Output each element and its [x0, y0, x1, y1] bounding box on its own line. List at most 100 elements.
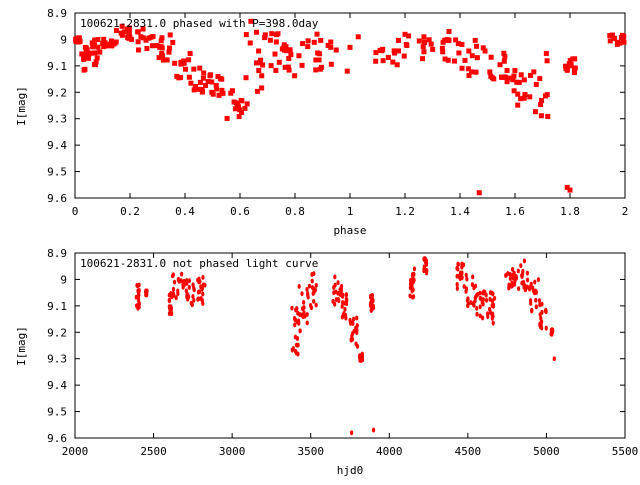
- data-point: [462, 57, 468, 63]
- data-point: [566, 61, 572, 67]
- data-point: [515, 91, 521, 97]
- data-point: [491, 76, 497, 82]
- data-point: [254, 88, 260, 94]
- data-point: [331, 299, 335, 304]
- data-point: [620, 35, 626, 41]
- data-point: [523, 287, 527, 293]
- data-point: [201, 274, 205, 280]
- data-point: [113, 39, 119, 45]
- x-tick-label: 0: [72, 205, 79, 218]
- data-point: [350, 320, 354, 326]
- data-point: [533, 279, 537, 285]
- data-point: [511, 73, 517, 79]
- y-tick-label: 9.3: [47, 353, 67, 366]
- data-point: [214, 86, 220, 92]
- data-point: [501, 58, 507, 64]
- data-point: [254, 60, 260, 66]
- data-point: [215, 74, 221, 80]
- data-point: [355, 315, 359, 321]
- data-point: [201, 282, 206, 288]
- y-tick-label: 9: [60, 33, 67, 46]
- data-point: [551, 327, 555, 333]
- data-point: [445, 57, 451, 63]
- data-point: [476, 190, 482, 196]
- data-point: [502, 54, 508, 60]
- data-point: [299, 62, 305, 68]
- data-point: [108, 38, 114, 44]
- data-point: [305, 286, 309, 292]
- data-point: [308, 302, 313, 308]
- data-point: [462, 284, 466, 289]
- data-point: [352, 328, 356, 334]
- data-point: [297, 320, 301, 326]
- data-point: [567, 58, 573, 64]
- data-point: [209, 79, 215, 85]
- data-point: [508, 276, 512, 281]
- data-point: [248, 18, 254, 24]
- data-point: [512, 68, 518, 74]
- data-point: [247, 40, 253, 46]
- data-point: [143, 37, 149, 43]
- data-point: [471, 274, 475, 280]
- data-point: [196, 296, 201, 302]
- data-point: [138, 34, 144, 40]
- x-tick-label: 3500: [297, 445, 324, 458]
- data-point: [244, 101, 250, 107]
- data-point: [333, 47, 339, 53]
- data-point: [285, 64, 291, 70]
- data-point: [456, 273, 460, 279]
- data-point: [528, 284, 533, 290]
- data-point: [201, 291, 205, 297]
- data-point: [126, 35, 132, 41]
- y-tick-label: 9.1: [47, 60, 67, 73]
- data-point: [392, 50, 398, 56]
- data-point: [310, 272, 314, 277]
- data-point: [220, 90, 226, 96]
- data-point: [305, 38, 311, 44]
- data-point: [521, 268, 525, 274]
- data-point: [403, 42, 409, 48]
- data-point: [306, 291, 310, 296]
- chart-title: 100621-2831.0 phased with P=398.0day: [80, 17, 319, 30]
- data-point: [77, 38, 83, 44]
- data-point: [192, 285, 196, 291]
- y-tick-label: 9.4: [47, 379, 67, 392]
- data-point: [311, 39, 317, 45]
- data-point: [121, 29, 127, 35]
- data-point: [519, 263, 523, 269]
- data-point: [119, 23, 125, 29]
- x-tick-label: 1.6: [505, 205, 525, 218]
- data-point: [360, 355, 364, 360]
- data-point: [491, 320, 495, 326]
- x-tick-label: 5500: [612, 445, 639, 458]
- data-point: [337, 298, 341, 304]
- data-point: [197, 79, 203, 85]
- data-point: [272, 51, 278, 57]
- x-axis-label: phase: [333, 224, 366, 237]
- data-point: [488, 306, 492, 312]
- data-point: [180, 271, 184, 277]
- data-point: [456, 50, 462, 56]
- data-point: [185, 294, 189, 300]
- data-point: [219, 76, 225, 82]
- data-point: [136, 288, 140, 294]
- data-point: [286, 67, 292, 73]
- data-point: [455, 41, 461, 47]
- data-point: [425, 268, 429, 274]
- data-point: [348, 317, 352, 323]
- data-point: [526, 277, 530, 283]
- data-point: [466, 301, 470, 307]
- data-point: [490, 315, 494, 321]
- data-point: [490, 290, 494, 296]
- data-point: [328, 39, 334, 45]
- data-point: [257, 60, 263, 66]
- data-point: [455, 286, 459, 291]
- data-point: [262, 35, 268, 41]
- data-point: [521, 77, 527, 83]
- data-point: [516, 79, 522, 85]
- data-point: [534, 297, 538, 303]
- data-point: [380, 46, 386, 52]
- data-point: [219, 87, 225, 93]
- data-point: [532, 290, 537, 296]
- data-point: [281, 42, 287, 48]
